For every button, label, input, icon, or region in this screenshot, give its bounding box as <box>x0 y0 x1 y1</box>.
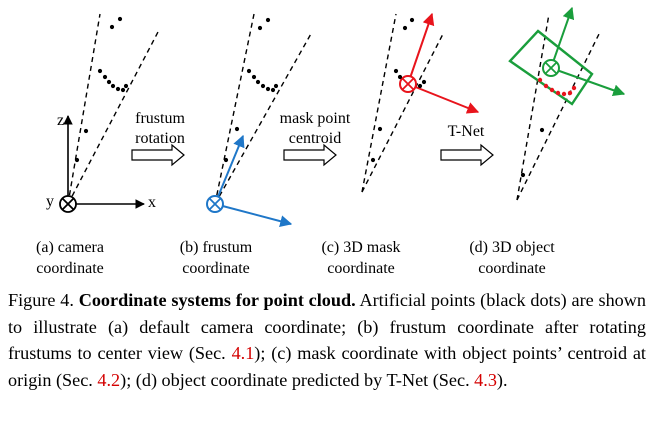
frustum-edge-left <box>67 13 101 205</box>
frustum-edge-right <box>361 31 445 193</box>
panel-b-label: (b) frustum coordinate <box>179 239 253 277</box>
z-axis <box>550 6 575 69</box>
step-arrow-2 <box>283 143 337 167</box>
section-ref-4-2[interactable]: 4.2 <box>97 369 121 390</box>
section-ref-4-1[interactable]: 4.1 <box>231 343 255 363</box>
x-axis <box>550 67 626 97</box>
point-cloud <box>520 127 545 178</box>
z-axis-label: z <box>57 112 65 129</box>
frustum-edge-left <box>516 13 550 201</box>
figure-caption: Figure 4. Coordinate systems for point c… <box>8 287 646 393</box>
caption-prefix: Figure 4. <box>8 290 79 310</box>
panel-c-label: (c) 3D mask coordinate <box>321 239 401 277</box>
object-bounding-box <box>508 29 594 106</box>
caption-text-3: ); (d) object coordinate predicted by T-… <box>120 369 475 390</box>
object-points <box>537 77 577 97</box>
panel-c-mask <box>361 12 480 193</box>
point-cloud <box>370 17 427 163</box>
z-axis <box>214 134 245 205</box>
y-axis-label: y <box>46 193 54 210</box>
point-cloud <box>223 17 279 163</box>
panel-b-frustum <box>206 13 313 228</box>
panel-a-label: (a) camera coordinate <box>36 239 104 277</box>
caption-text-4: ). <box>496 369 508 390</box>
step-arrow-3 <box>440 143 494 167</box>
panel-a-camera <box>59 13 159 213</box>
caption-text-2: ); (c) mask coordinate with object point… <box>8 343 646 390</box>
x-axis <box>214 203 293 228</box>
step-label-1: frustum rotation <box>135 110 185 147</box>
point-cloud <box>74 16 129 163</box>
x-axis <box>407 83 480 114</box>
frustum-edge-right <box>516 31 601 201</box>
frustum-edge-left <box>361 13 397 193</box>
frustum-edge-right <box>214 31 313 205</box>
panel-d-object <box>508 6 626 201</box>
step-label-2: mask point centroid <box>279 110 351 147</box>
step-label-3: T-Net <box>447 123 485 140</box>
step-arrow-1 <box>131 143 185 167</box>
panel-d-label: (d) 3D object coordinate <box>469 239 555 277</box>
z-axis <box>407 12 435 85</box>
frustum-edge-left <box>214 13 255 205</box>
caption-text-1: Artificial points (black dots) are shown… <box>8 290 646 363</box>
caption-title: Coordinate systems for point cloud. <box>78 290 356 310</box>
x-axis-label: x <box>148 194 156 211</box>
section-ref-4-3[interactable]: 4.3 <box>474 369 497 390</box>
